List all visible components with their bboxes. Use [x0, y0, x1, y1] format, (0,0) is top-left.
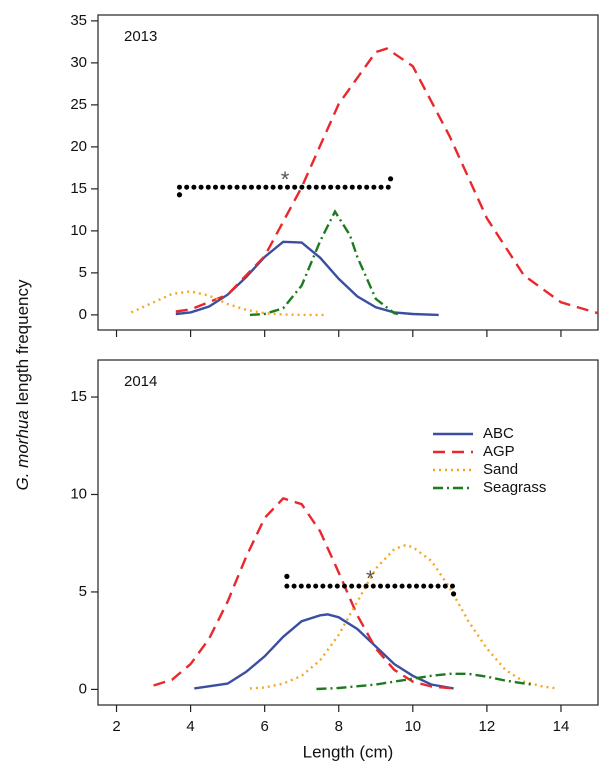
x-tick-label: 12: [479, 718, 496, 735]
series-line: [130, 290, 324, 317]
y-tick-label: 5: [79, 583, 87, 600]
series-line: [175, 240, 439, 317]
series-line: [153, 497, 454, 690]
y-tick-label: 25: [70, 96, 87, 113]
x-axis-label: Length (cm): [303, 742, 394, 761]
legend-label: ABC: [483, 425, 514, 442]
x-tick-label: 6: [260, 718, 268, 735]
y-tick-label: 35: [70, 12, 87, 29]
y-tick-label: 0: [79, 306, 87, 323]
legend-label: Sand: [483, 461, 518, 478]
legend-label: Seagrass: [483, 479, 546, 496]
series-line: [175, 47, 599, 315]
significance-end: [176, 192, 183, 198]
plot-frame: [97, 14, 599, 331]
series-line: [249, 543, 558, 690]
y-axis-label-rest: length frequency: [13, 279, 32, 405]
x-tick-label: 8: [335, 718, 343, 735]
y-axis-label: G. morhua length frequency: [13, 279, 32, 491]
plot-frame: [97, 359, 599, 706]
x-tick-label: 4: [186, 718, 194, 735]
significance-end: [284, 573, 290, 579]
y-tick-label: 0: [79, 680, 87, 697]
series-line: [194, 613, 454, 690]
significance-label: *: [281, 167, 290, 192]
panel-label: 2013: [124, 28, 157, 45]
x-tick-label: 14: [553, 718, 570, 735]
series-line: [316, 672, 532, 691]
x-tick-label: 10: [404, 718, 421, 735]
series-line: [249, 209, 399, 317]
y-tick-label: 10: [70, 485, 87, 502]
legend-label: AGP: [483, 443, 515, 460]
significance-end: [450, 591, 457, 597]
x-tick-label: 2: [112, 718, 120, 735]
significance-end: [387, 176, 394, 182]
y-axis-label-italic: G. morhua: [13, 410, 32, 490]
y-tick-label: 30: [70, 54, 87, 71]
y-tick-label: 10: [70, 222, 87, 239]
y-tick-label: 15: [70, 388, 87, 405]
y-tick-label: 20: [70, 138, 87, 155]
significance-label: *: [366, 566, 375, 591]
y-tick-label: 5: [79, 264, 87, 281]
y-tick-label: 15: [70, 180, 87, 197]
panel-label: 2014: [124, 373, 157, 390]
